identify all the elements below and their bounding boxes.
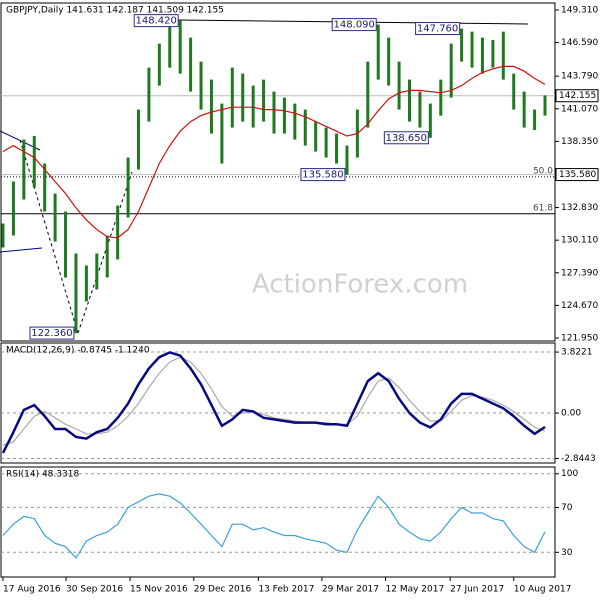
y-tick-label: 3.8221 [561, 348, 593, 358]
series-line [2, 356, 546, 446]
x-tick-label: 29 Dec 2016 [194, 585, 252, 595]
panel-title: RSI(14) 48.3318 [6, 470, 79, 480]
y-tick-label: 130.110 [561, 236, 598, 246]
fib-label: 50.0 [533, 166, 553, 176]
x-tick-label: 15 Nov 2016 [130, 585, 188, 595]
y-tick-label: 132.830 [561, 203, 598, 213]
price-tag [555, 168, 599, 182]
y-tick-label: 124.670 [561, 301, 598, 311]
price-label: 135.580 [302, 170, 343, 181]
price-label: 138.650 [386, 133, 427, 144]
y-tick-label: 138.350 [561, 137, 598, 147]
series-line [1, 351, 546, 454]
price-label-box [383, 131, 429, 145]
price-tag [555, 89, 599, 103]
x-tick-label: 29 Mar 2017 [322, 585, 379, 595]
price-tag-label: 142.155 [559, 91, 596, 101]
panel-title: MACD(12,26,9) -0.8745 -1.1240 [6, 346, 150, 356]
price-label: 148.420 [136, 16, 177, 27]
trend-line [77, 171, 133, 334]
price-label-box [415, 22, 461, 36]
series-line [2, 65, 546, 239]
fib-label: 61.8 [533, 203, 553, 213]
y-tick-label: 143.790 [561, 72, 598, 82]
watermark: ActionForex.com [252, 270, 468, 300]
trend-line [19, 139, 79, 334]
y-tick-label: 146.590 [561, 38, 598, 48]
price-label-box [133, 14, 179, 28]
x-tick-label: 10 Aug 2017 [514, 585, 572, 595]
y-tick-label: 30 [561, 548, 573, 558]
price-label-box [300, 168, 346, 182]
y-tick-label: -2.8443 [561, 454, 596, 464]
y-tick-label: 127.390 [561, 268, 598, 278]
price-label: 122.360 [31, 328, 72, 339]
panel-frame [0, 466, 556, 578]
y-tick-label: 141.070 [561, 104, 598, 114]
price-label-box [331, 18, 377, 32]
panel-frame [0, 342, 556, 464]
series-line [2, 493, 546, 559]
y-tick-label: 100 [561, 469, 578, 479]
panel-title: GBPJPY,Daily 141.631 142.187 141.509 142… [6, 6, 224, 16]
x-tick-label: 17 Aug 2016 [3, 585, 61, 595]
trend-line [0, 247, 43, 253]
price-tag-label: 135.580 [559, 170, 596, 180]
price-label: 147.760 [417, 24, 458, 35]
x-tick-label: 30 Sep 2016 [66, 585, 123, 595]
x-tick-label: 13 Feb 2017 [258, 585, 314, 595]
price-label: 148.090 [334, 20, 375, 31]
x-tick-label: 12 May 2017 [386, 585, 445, 595]
price-label-box [29, 326, 75, 340]
y-tick-label: 70 [561, 503, 573, 513]
y-tick-label: 0.00 [561, 409, 581, 419]
y-tick-label: 149.310 [561, 5, 598, 15]
x-tick-label: 27 Jun 2017 [450, 585, 504, 595]
y-tick-label: 121.950 [561, 334, 598, 344]
